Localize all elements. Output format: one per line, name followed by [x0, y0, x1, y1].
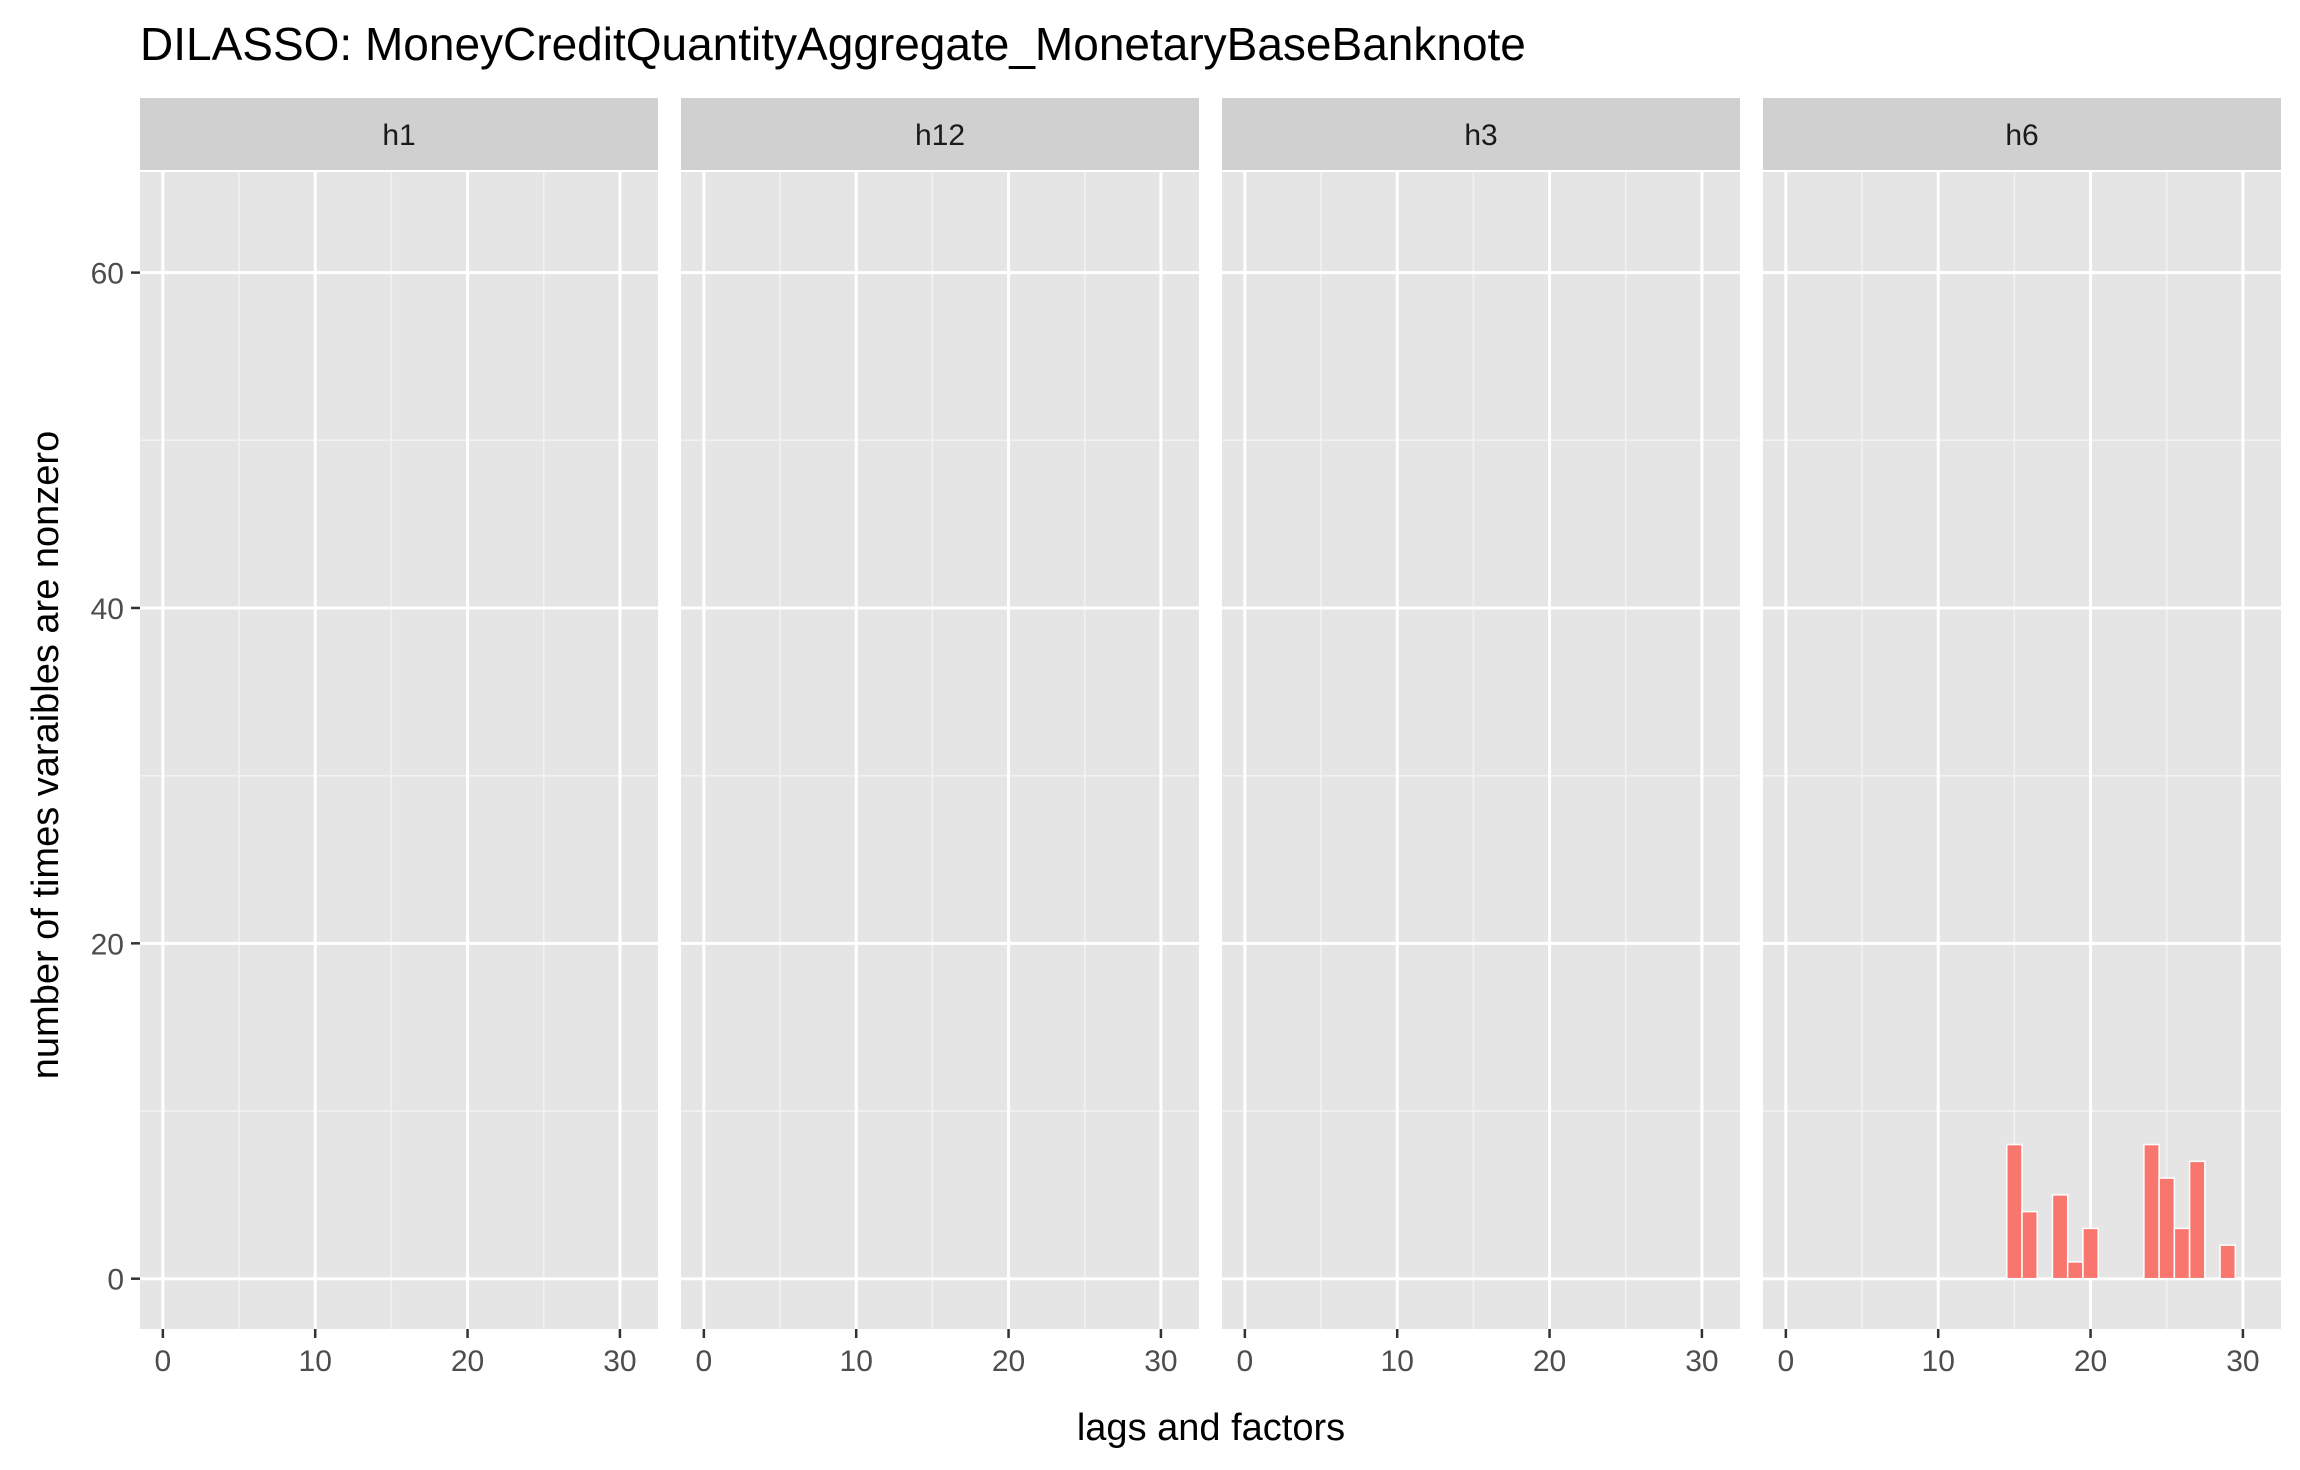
- facet-strip: [1763, 98, 2281, 170]
- x-tick-label: 30: [2226, 1345, 2259, 1378]
- x-tick-label: 30: [1144, 1345, 1177, 1378]
- x-tick-label: 20: [1533, 1345, 1566, 1378]
- chart-title: DILASSO: MoneyCreditQuantityAggregate_Mo…: [140, 18, 1526, 70]
- x-tick-label: 10: [840, 1345, 873, 1378]
- bar: [2158, 1177, 2176, 1280]
- bar: [2021, 1210, 2038, 1280]
- facet-strip: [681, 98, 1199, 170]
- bar: [2006, 1143, 2023, 1280]
- panel-background: [681, 172, 1199, 1329]
- x-tick-label: 30: [1685, 1345, 1718, 1378]
- facet-panels: h1 0 10 20 30 h12 0 10 20 30 h3 0 10 20 30 h6 0 10 20 30: [140, 98, 2281, 1378]
- bar: [2051, 1194, 2069, 1280]
- y-tick-label: 20: [91, 928, 124, 961]
- bar: [2219, 1244, 2237, 1280]
- panel-background: [140, 172, 658, 1329]
- facet-strip-label: h6: [2005, 119, 2038, 152]
- x-axis-title: lags and factors: [1077, 1407, 1345, 1449]
- bar: [2173, 1227, 2191, 1280]
- facet-h3: h3 0 10 20 30: [1222, 98, 1740, 1378]
- x-tick-label: 0: [696, 1345, 713, 1378]
- y-axis: 0 20 40 60: [91, 258, 140, 1297]
- x-tick-label: 30: [603, 1345, 636, 1378]
- y-tick-label: 40: [91, 593, 124, 626]
- x-tick-label: 0: [1778, 1345, 1795, 1378]
- x-tick-label: 0: [155, 1345, 172, 1378]
- y-tick-label: 0: [107, 1264, 124, 1297]
- facet-strip-label: h12: [915, 119, 965, 152]
- x-tick-label: 0: [1237, 1345, 1254, 1378]
- x-tick-label: 20: [451, 1345, 484, 1378]
- x-tick-label: 20: [2074, 1345, 2107, 1378]
- panel-background: [1222, 172, 1740, 1329]
- facet-strip-label: h3: [1464, 119, 1497, 152]
- facet-h6: h6 0 10 20 30: [1763, 98, 2281, 1378]
- bar: [2188, 1160, 2206, 1280]
- facet-h1: h1 0 10 20 30: [140, 98, 658, 1378]
- facet-h12: h12 0 10 20 30: [681, 98, 1199, 1378]
- facet-strip: [1222, 98, 1740, 170]
- bar: [2082, 1227, 2099, 1280]
- x-tick-label: 10: [299, 1345, 332, 1378]
- facet-strip-label: h1: [382, 119, 415, 152]
- x-tick-label: 10: [1381, 1345, 1414, 1378]
- bar: [2143, 1143, 2160, 1280]
- y-axis-title: number of times varaibles are nonzero: [25, 431, 67, 1079]
- x-tick-label: 10: [1922, 1345, 1955, 1378]
- x-tick-label: 20: [992, 1345, 1025, 1378]
- facet-strip: [140, 98, 658, 170]
- panel-background: [1763, 172, 2281, 1329]
- bar: [2066, 1261, 2084, 1280]
- y-tick-label: 60: [91, 258, 124, 291]
